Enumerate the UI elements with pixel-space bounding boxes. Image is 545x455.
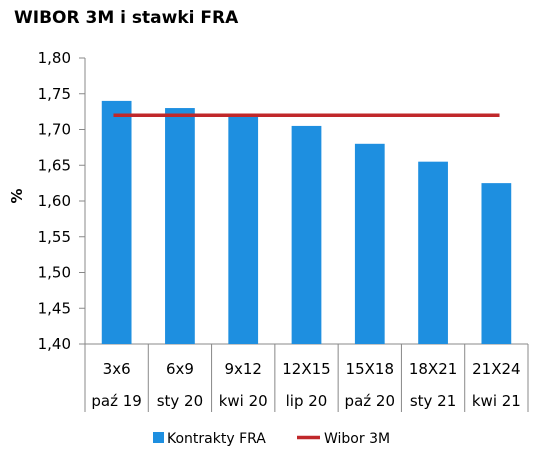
x-subcategory-label: sty 21	[410, 392, 456, 410]
bar	[101, 100, 132, 345]
y-tick-label: 1,60	[38, 192, 71, 210]
chart-title: WIBOR 3M i stawki FRA	[14, 8, 239, 28]
x-tick-label: 12X15	[282, 360, 330, 378]
y-tick-label: 1,75	[38, 85, 71, 103]
legend-label-wibor-3m: Wibor 3M	[324, 431, 390, 447]
y-tick-label: 1,45	[38, 299, 71, 317]
bar	[228, 115, 259, 344]
x-tick-label: 6x9	[166, 360, 194, 378]
y-tick-label: 1,65	[38, 156, 71, 174]
x-tick-label: 21X24	[472, 360, 520, 378]
bar	[165, 108, 195, 344]
bar	[354, 143, 385, 344]
bar	[291, 125, 322, 344]
x-tick-label: 15X18	[346, 360, 394, 378]
y-tick-label: 1,70	[38, 121, 71, 139]
y-tick-label: 1,80	[38, 49, 71, 67]
x-tick-label: 18X21	[409, 360, 457, 378]
y-axis-label: %	[8, 188, 26, 203]
y-tick-label: 1,55	[38, 228, 71, 246]
legend-label-kontrakty-fra: Kontrakty FRA	[167, 431, 266, 447]
x-tick-label: 3x6	[103, 360, 131, 378]
legend-swatch-kontrakty-fra	[153, 432, 164, 443]
y-tick-label: 1,50	[38, 264, 71, 282]
bar	[481, 183, 512, 344]
x-subcategory-label: paź 19	[91, 392, 141, 410]
x-subcategory-label: paź 20	[345, 392, 395, 410]
x-tick-label: 9x12	[224, 360, 262, 378]
x-subcategory-label: lip 20	[286, 392, 328, 410]
bar	[418, 161, 448, 344]
x-subcategory-label: kwi 21	[472, 392, 521, 410]
x-subcategory-label: kwi 20	[219, 392, 268, 410]
y-tick-label: 1,40	[38, 335, 71, 353]
x-subcategory-label: sty 20	[157, 392, 203, 410]
